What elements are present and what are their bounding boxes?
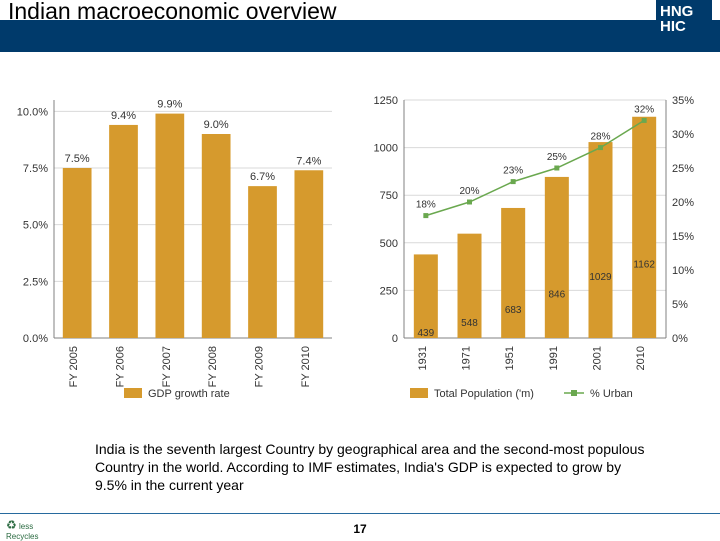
svg-text:20%: 20% [672, 197, 694, 209]
svg-text:683: 683 [505, 305, 522, 316]
svg-text:1029: 1029 [589, 272, 612, 283]
svg-text:439: 439 [417, 328, 434, 339]
svg-text:5%: 5% [672, 299, 688, 311]
svg-text:0.0%: 0.0% [23, 333, 48, 345]
svg-text:10.0%: 10.0% [17, 106, 48, 118]
svg-text:25%: 25% [672, 163, 694, 175]
footer: ♻ less Recycles 17 [0, 513, 720, 540]
chart-right: 0 250 500 750 1000 1250 0% 5% 10% 15% 20% 25% 30% 35%… [360, 82, 720, 432]
svg-text:1162: 1162 [633, 259, 655, 270]
svg-text:28%: 28% [590, 132, 610, 143]
svg-text:25%: 25% [547, 152, 567, 163]
svg-text:35%: 35% [672, 95, 694, 107]
svg-text:7.4%: 7.4% [296, 155, 321, 167]
svg-text:500: 500 [380, 238, 398, 250]
svg-text:9.4%: 9.4% [111, 110, 136, 122]
page-number: 17 [353, 522, 366, 536]
svg-text:0%: 0% [672, 333, 688, 345]
svg-text:FY 2010: FY 2010 [300, 346, 312, 387]
svg-text:5.0%: 5.0% [23, 220, 48, 232]
logo-line1: HNG [660, 4, 708, 19]
svg-text:FY 2005: FY 2005 [68, 346, 80, 387]
svg-text:2010: 2010 [635, 346, 647, 370]
caption-text: India is the seventh largest Country by … [95, 440, 655, 495]
recycle-glyph: ♻ [6, 518, 17, 532]
svg-text:20%: 20% [459, 186, 479, 197]
page-title: Indian macroeconomic overview [8, 0, 337, 25]
svg-text:7.5%: 7.5% [65, 153, 90, 165]
svg-text:23%: 23% [503, 166, 523, 177]
svg-text:FY 2007: FY 2007 [161, 346, 173, 387]
svg-text:18%: 18% [416, 200, 436, 211]
recycle-icon: ♻ less Recycles [6, 518, 54, 538]
svg-text:2001: 2001 [592, 346, 604, 370]
charts-row: 0.0% 2.5% 5.0% 7.5% 10.0% 7.5% FY 2005 9.4% FY 2… [0, 82, 720, 432]
svg-text:1951: 1951 [504, 346, 516, 370]
svg-text:32%: 32% [634, 104, 654, 115]
svg-text:1971: 1971 [461, 346, 473, 370]
svg-text:9.9%: 9.9% [157, 99, 182, 111]
brand-logo: HNG HIC [656, 0, 712, 44]
svg-text:250: 250 [380, 285, 398, 297]
svg-text:FY 2008: FY 2008 [207, 346, 219, 387]
svg-text:1931: 1931 [417, 346, 429, 370]
svg-text:FY 2006: FY 2006 [115, 346, 127, 387]
svg-text:GDP growth rate: GDP growth rate [148, 388, 230, 400]
svg-text:750: 750 [380, 190, 398, 202]
svg-text:FY 2009: FY 2009 [254, 346, 266, 387]
svg-text:9.0%: 9.0% [204, 119, 229, 131]
svg-text:% Urban: % Urban [590, 388, 633, 400]
svg-text:548: 548 [461, 318, 478, 329]
recycle-word1: less [19, 522, 33, 531]
svg-text:15%: 15% [672, 231, 694, 243]
header: Indian macroeconomic overview HNG HIC [0, 0, 720, 52]
svg-text:7.5%: 7.5% [23, 163, 48, 175]
svg-text:1250: 1250 [374, 95, 398, 107]
svg-text:Total Population ('m): Total Population ('m) [434, 388, 534, 400]
svg-text:30%: 30% [672, 129, 694, 141]
svg-text:1000: 1000 [374, 143, 398, 155]
svg-text:6.7%: 6.7% [250, 171, 275, 183]
svg-text:0: 0 [392, 333, 398, 345]
svg-text:10%: 10% [672, 265, 694, 277]
svg-text:2.5%: 2.5% [23, 276, 48, 288]
chart-left: 0.0% 2.5% 5.0% 7.5% 10.0% 7.5% FY 2005 9.4% FY 2… [0, 82, 360, 432]
logo-line2: HIC [660, 19, 708, 34]
svg-text:846: 846 [548, 289, 565, 300]
svg-text:1991: 1991 [548, 346, 560, 370]
